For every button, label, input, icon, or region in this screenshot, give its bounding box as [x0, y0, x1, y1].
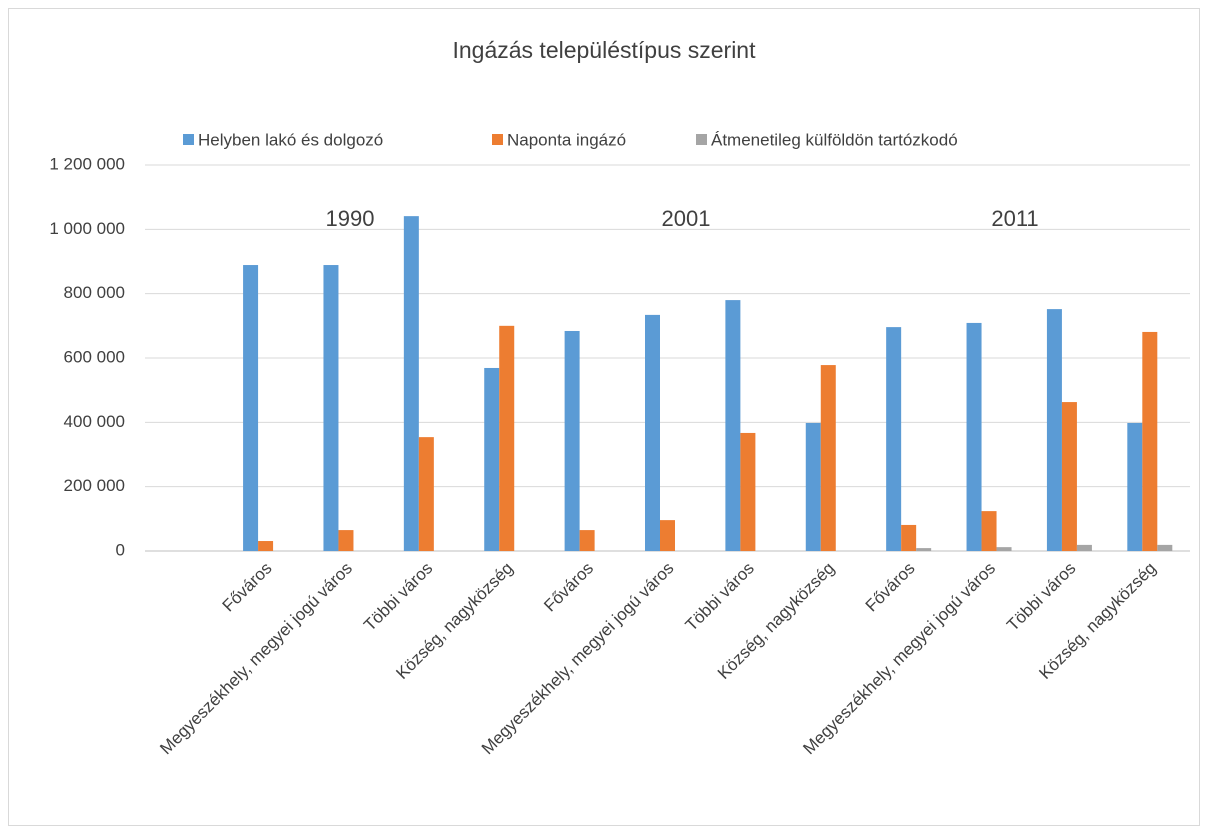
bar [996, 547, 1012, 551]
bar [1061, 402, 1077, 551]
bar [1127, 422, 1143, 551]
legend-label: Naponta ingázó [507, 130, 626, 149]
bar [1046, 309, 1062, 551]
bar [403, 216, 419, 551]
y-tick-label: 200 000 [64, 476, 125, 495]
y-tick-label: 1 200 000 [49, 154, 125, 173]
annotation: 2001 [662, 206, 711, 231]
bar [981, 511, 997, 551]
bar [1076, 544, 1092, 551]
y-tick-label: 1 000 000 [49, 219, 125, 238]
legend-label: Átmenetileg külföldön tartózkodó [711, 130, 958, 149]
bar [725, 300, 741, 551]
bar [901, 524, 917, 551]
bar [499, 325, 515, 551]
bar [484, 367, 500, 551]
bar [966, 322, 982, 551]
bar [886, 327, 902, 551]
annotation: 2011 [991, 206, 1038, 231]
chart-frame [8, 8, 1200, 826]
legend-swatch [696, 134, 707, 145]
bar [645, 314, 660, 551]
bar [820, 365, 836, 551]
legend-swatch [492, 134, 503, 145]
y-tick-label: 800 000 [64, 283, 125, 302]
y-tick-label: 400 000 [64, 412, 125, 431]
bar [916, 548, 932, 551]
bar [740, 432, 756, 551]
y-tick-label: 0 [116, 540, 125, 559]
bar [243, 265, 259, 551]
annotation: 1990 [326, 206, 375, 231]
bar [579, 530, 595, 551]
legend-swatch [183, 134, 194, 145]
bar [338, 530, 354, 551]
bar [805, 422, 821, 551]
legend-label: Helyben lakó és dolgozó [198, 130, 383, 149]
bar [564, 330, 580, 551]
bar [1157, 544, 1173, 551]
bar [258, 541, 274, 551]
bar [660, 520, 675, 551]
chart-title: Ingázás településtípus szerint [452, 37, 756, 63]
bar [418, 437, 434, 551]
bar [323, 265, 339, 551]
bar [1142, 331, 1158, 551]
y-tick-label: 600 000 [64, 347, 125, 366]
